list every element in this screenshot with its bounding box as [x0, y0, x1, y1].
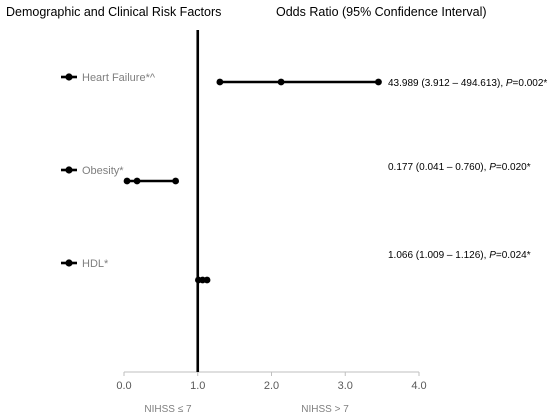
x-tick-label: 2.0 — [264, 380, 279, 392]
forest-row: Heart Failure*^ 43.989 (3.912 – 494.613),… — [61, 72, 547, 89]
odds-ratio-point — [277, 78, 285, 86]
rows-group: Heart Failure*^ 43.989 (3.912 – 494.613),… — [61, 72, 547, 284]
side-label-left: NIHSS ≤ 7 — [144, 404, 192, 415]
row-marker-dot — [65, 73, 73, 81]
row-marker-dot — [65, 259, 73, 267]
row-label: Heart Failure*^ — [82, 72, 156, 84]
row-label: HDL* — [82, 258, 109, 270]
x-tick-label: 3.0 — [338, 380, 353, 392]
forest-row: HDL* 1.066 (1.009 – 1.126), P=0.024* — [61, 250, 531, 284]
row-value-text: 43.989 (3.912 – 494.613), P=0.002* — [388, 78, 547, 89]
side-label-right: NIHSS > 7 — [301, 404, 349, 415]
x-axis: 0.0 1.0 2.0 3.0 4.0 NIHSS ≤ 7 NIHSS > 7 — [116, 30, 427, 415]
ci-upper-point — [375, 78, 382, 86]
x-tick-label: 4.0 — [411, 380, 426, 392]
row-value-text: 0.177 (0.041 – 0.760), P=0.020* — [388, 162, 531, 173]
ci-upper-point — [172, 177, 180, 185]
right-header: Odds Ratio (95% Confidence Interval) — [276, 5, 487, 19]
row-value-text: 1.066 (1.009 – 1.126), P=0.024* — [388, 250, 531, 261]
ci-lower-point — [123, 177, 131, 185]
forest-row: Obesity* 0.177 (0.041 – 0.760), P=0.020* — [61, 162, 531, 185]
left-header: Demographic and Clinical Risk Factors — [6, 5, 221, 19]
ci-lower-point — [216, 78, 224, 86]
x-tick-label: 1.0 — [190, 380, 205, 392]
row-label: Obesity* — [82, 165, 124, 177]
odds-ratio-point — [133, 177, 141, 185]
row-marker-dot — [65, 166, 73, 174]
x-tick-label: 0.0 — [116, 380, 131, 392]
ci-upper-point — [203, 276, 211, 284]
